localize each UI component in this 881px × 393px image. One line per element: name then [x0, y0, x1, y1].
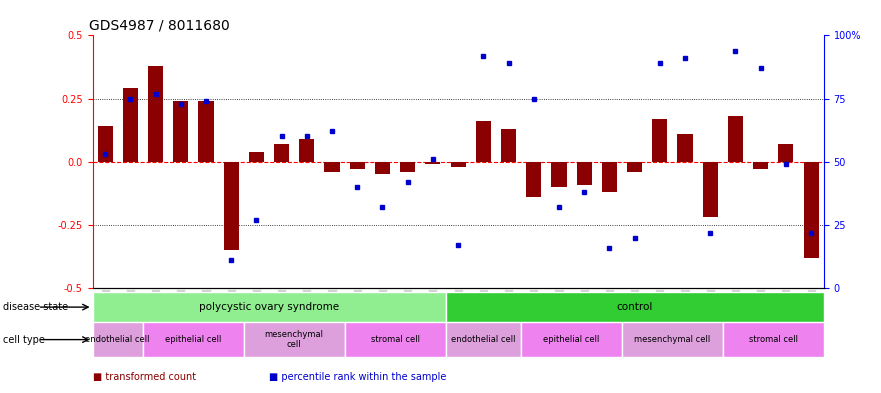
Text: mesenchymal
cell: mesenchymal cell	[264, 330, 323, 349]
Bar	[148, 66, 163, 162]
Bar	[450, 162, 466, 167]
Bar	[375, 162, 390, 174]
Bar	[93, 322, 143, 357]
Bar	[93, 292, 446, 322]
Bar	[174, 101, 189, 162]
Bar	[753, 162, 768, 169]
Bar	[552, 162, 566, 187]
Bar	[244, 322, 344, 357]
Bar	[143, 322, 244, 357]
Text: stromal cell: stromal cell	[371, 335, 419, 344]
Bar	[274, 144, 289, 162]
Text: GDS4987 / 8011680: GDS4987 / 8011680	[89, 19, 230, 33]
Bar	[803, 162, 818, 258]
Text: epithelial cell: epithelial cell	[544, 335, 600, 344]
Text: polycystic ovary syndrome: polycystic ovary syndrome	[199, 302, 339, 312]
Text: ■ transformed count: ■ transformed count	[93, 372, 196, 382]
Text: endothelial cell: endothelial cell	[85, 335, 150, 344]
Bar	[778, 144, 794, 162]
Text: endothelial cell: endothelial cell	[451, 335, 515, 344]
Bar	[703, 162, 718, 217]
Bar	[426, 162, 440, 164]
Bar	[526, 162, 541, 197]
Bar	[400, 162, 415, 172]
Bar	[627, 162, 642, 172]
Bar	[677, 134, 692, 162]
Text: control: control	[617, 302, 653, 312]
Text: cell type: cell type	[3, 334, 45, 345]
Bar	[602, 162, 617, 192]
Bar	[248, 152, 264, 162]
Text: ■ percentile rank within the sample: ■ percentile rank within the sample	[269, 372, 446, 382]
Bar	[98, 127, 113, 162]
Text: epithelial cell: epithelial cell	[165, 335, 221, 344]
Text: mesenchymal cell: mesenchymal cell	[634, 335, 711, 344]
Bar	[652, 119, 668, 162]
Text: disease state: disease state	[3, 302, 68, 312]
Text: stromal cell: stromal cell	[749, 335, 798, 344]
Bar	[446, 292, 824, 322]
Bar	[198, 101, 213, 162]
Bar	[577, 162, 592, 185]
Bar	[476, 121, 491, 162]
Bar	[622, 322, 723, 357]
Bar	[224, 162, 239, 250]
Bar	[522, 322, 622, 357]
Bar	[300, 139, 315, 162]
Bar	[350, 162, 365, 169]
Bar	[501, 129, 516, 162]
Bar	[122, 88, 138, 162]
Bar	[728, 116, 743, 162]
Bar	[446, 322, 522, 357]
Bar	[723, 322, 824, 357]
Bar	[344, 322, 446, 357]
Bar	[324, 162, 339, 172]
